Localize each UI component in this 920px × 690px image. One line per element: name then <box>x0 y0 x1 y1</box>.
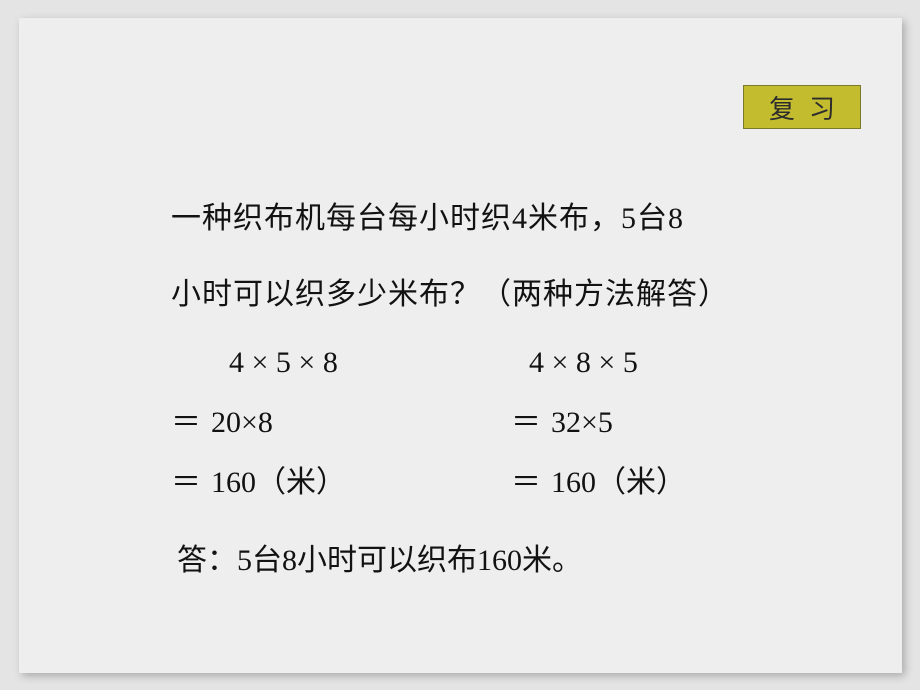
calc-step1-row: ＝20×8 ＝32×5 <box>171 393 871 453</box>
calc-step2-row: ＝160（米） ＝160（米） <box>171 453 871 513</box>
calc-left-step2-val: 160（米） <box>211 466 346 499</box>
slide-content: 一种织布机每台每小时织4米布，5台8 小时可以织多少米布？（两种方法解答） 4 … <box>171 181 871 591</box>
calc-right-step2: ＝160（米） <box>511 453 871 513</box>
calc-left-step1-val: 20×8 <box>211 406 273 439</box>
eq-sign: ＝ <box>511 393 551 453</box>
calc-left-step2: ＝160（米） <box>171 453 511 513</box>
calc-left-expr: 4 × 5 × 8 <box>171 333 511 393</box>
eq-sign: ＝ <box>171 393 211 453</box>
problem-text: 一种织布机每台每小时织4米布，5台8 小时可以织多少米布？（两种方法解答） <box>171 181 871 333</box>
calc-right-step1-val: 32×5 <box>551 406 613 439</box>
calc-right-expr: 4 × 8 × 5 <box>511 333 871 393</box>
problem-line-2: 小时可以织多少米布？（两种方法解答） <box>171 257 871 333</box>
calc-expr-row: 4 × 5 × 8 4 × 8 × 5 <box>171 333 871 393</box>
calc-right-step2-val: 160（米） <box>551 466 686 499</box>
problem-line-1: 一种织布机每台每小时织4米布，5台8 <box>171 181 871 257</box>
review-badge: 复习 <box>743 85 861 129</box>
calc-left-step1: ＝20×8 <box>171 393 511 453</box>
review-badge-label: 复习 <box>769 89 849 126</box>
answer-text: 答：5台8小时可以织布160米。 <box>171 531 871 591</box>
calc-right-step1: ＝32×5 <box>511 393 871 453</box>
slide-container: 复习 一种织布机每台每小时织4米布，5台8 小时可以织多少米布？（两种方法解答）… <box>19 18 902 673</box>
eq-sign: ＝ <box>511 453 551 513</box>
eq-sign: ＝ <box>171 453 211 513</box>
